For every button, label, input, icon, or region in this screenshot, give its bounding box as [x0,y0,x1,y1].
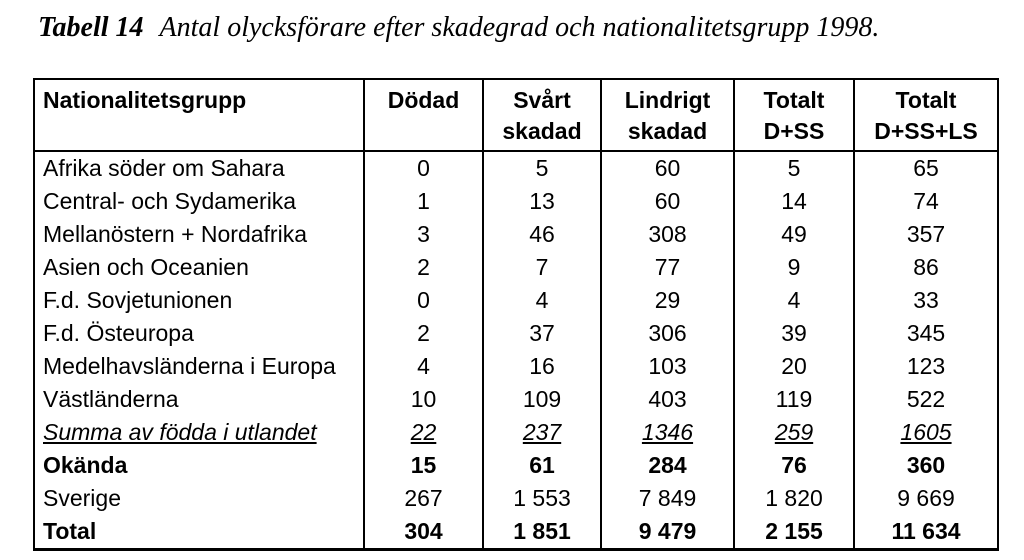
row-label: Okända [33,449,365,482]
table-row: Asien och Oceanien 2 7 77 9 86 [33,251,999,284]
cell-value: 86 [853,251,999,284]
cell-value: 4 [363,350,484,383]
cell-value: 103 [600,350,735,383]
cell-value: 22 [363,416,484,449]
cell-value: 14 [733,185,855,218]
column-header: Nationalitetsgrupp [33,79,365,152]
row-label: Mellanöstern + Nordafrika [33,218,365,251]
cell-value: 345 [853,317,999,350]
cell-value: 304 [363,515,484,550]
cell-value: 33 [853,284,999,317]
cell-value: 9 479 [600,515,735,550]
cell-value: 1605 [853,416,999,449]
cell-value: 119 [733,383,855,416]
row-label: Afrika söder om Sahara [33,151,365,185]
cell-value: 109 [482,383,602,416]
cell-value: 37 [482,317,602,350]
cell-value: 11 634 [853,515,999,550]
table-row: Summa av födda i utlandet 22 237 1346 259 160… [33,416,999,449]
table-row: Sverige 267 1 553 7 849 1 820 9 669 [33,482,999,515]
table-row: F.d. Östeuropa 2 37 306 39 345 [33,317,999,350]
table-row: Total 304 1 851 9 479 2 155 11 634 [33,515,999,550]
cell-value: 284 [600,449,735,482]
cell-value: 306 [600,317,735,350]
table-header: Nationalitetsgrupp Dödad Svårt skadad Lindri… [33,79,999,152]
row-label: Västländerna [33,383,365,416]
cell-value: 16 [482,350,602,383]
cell-value: 267 [363,482,484,515]
cell-value: 1 553 [482,482,602,515]
cell-value: 5 [482,151,602,185]
cell-value: 4 [482,284,602,317]
caption-label: Tabell 14 [38,12,144,43]
column-header: Dödad [363,79,484,152]
cell-value: 0 [363,284,484,317]
cell-value: 1 [363,185,484,218]
table-row: Okända 15 61 284 76 360 [33,449,999,482]
cell-value: 0 [363,151,484,185]
cell-value: 123 [853,350,999,383]
cell-value: 308 [600,218,735,251]
column-header: Totalt D+SS [733,79,855,152]
cell-value: 5 [733,151,855,185]
cell-value: 360 [853,449,999,482]
cell-value: 60 [600,151,735,185]
cell-value: 1 851 [482,515,602,550]
cell-value: 237 [482,416,602,449]
cell-value: 61 [482,449,602,482]
table-row: Mellanöstern + Nordafrika 3 46 308 49 357 [33,218,999,251]
cell-value: 39 [733,317,855,350]
cell-value: 46 [482,218,602,251]
cell-value: 9 [733,251,855,284]
cell-value: 29 [600,284,735,317]
row-label: F.d. Östeuropa [33,317,365,350]
cell-value: 522 [853,383,999,416]
column-header: Lindrigt skadad [600,79,735,152]
cell-value: 77 [600,251,735,284]
row-label: Central- och Sydamerika [33,185,365,218]
cell-value: 15 [363,449,484,482]
cell-value: 13 [482,185,602,218]
column-header: Svårt skadad [482,79,602,152]
cell-value: 10 [363,383,484,416]
cell-value: 76 [733,449,855,482]
row-label: Sverige [33,482,365,515]
row-label: Medelhavsländerna i Europa [33,350,365,383]
row-label: Asien och Oceanien [33,251,365,284]
cell-value: 1346 [600,416,735,449]
cell-value: 4 [733,284,855,317]
cell-value: 7 849 [600,482,735,515]
cell-value: 7 [482,251,602,284]
cell-value: 259 [733,416,855,449]
cell-value: 1 820 [733,482,855,515]
row-label: Total [33,515,365,550]
caption-text: Antal olycksförare efter skadegrad och n… [159,12,880,43]
table-row: Central- och Sydamerika 1 13 60 14 74 [33,185,999,218]
cell-value: 357 [853,218,999,251]
column-header: Totalt D+SS+LS [853,79,999,152]
table-row: Afrika söder om Sahara 0 5 60 5 65 [33,151,999,185]
cell-value: 9 669 [853,482,999,515]
cell-value: 2 [363,317,484,350]
table-body: Afrika söder om Sahara 0 5 60 5 65 Central- oc… [33,151,999,550]
cell-value: 74 [853,185,999,218]
row-label: F.d. Sovjetunionen [33,284,365,317]
cell-value: 2 155 [733,515,855,550]
cell-value: 65 [853,151,999,185]
data-table: Nationalitetsgrupp Dödad Svårt skadad Lindri… [33,78,999,551]
table-caption: Tabell 14 Antal olycksförare efter skadeg… [38,12,879,44]
cell-value: 403 [600,383,735,416]
table-row: Västländerna 10 109 403 119 522 [33,383,999,416]
cell-value: 2 [363,251,484,284]
cell-value: 3 [363,218,484,251]
table-row: F.d. Sovjetunionen 0 4 29 4 33 [33,284,999,317]
table-row: Medelhavsländerna i Europa 4 16 103 20 123 [33,350,999,383]
row-label: Summa av födda i utlandet [33,416,365,449]
cell-value: 60 [600,185,735,218]
header-row: Nationalitetsgrupp Dödad Svårt skadad Lindri… [33,79,999,152]
cell-value: 20 [733,350,855,383]
cell-value: 49 [733,218,855,251]
